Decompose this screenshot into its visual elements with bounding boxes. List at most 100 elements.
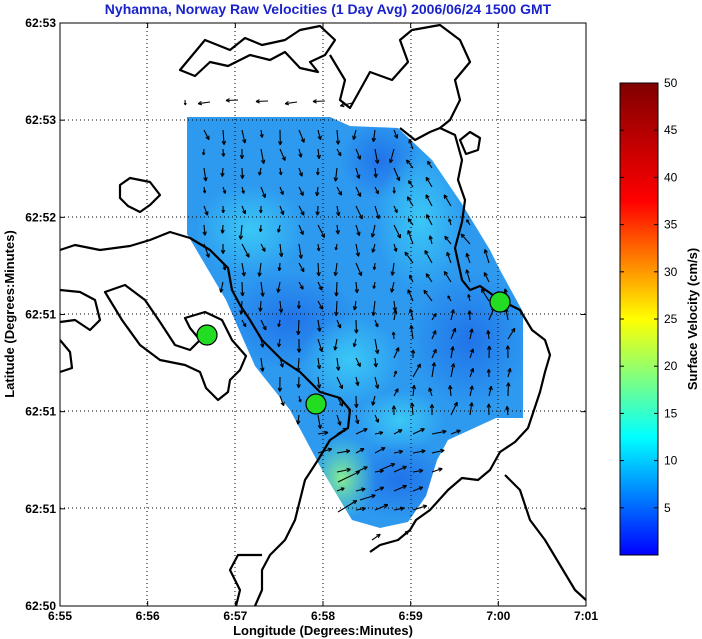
velocity-arrow	[279, 186, 284, 195]
velocity-arrow	[259, 205, 263, 214]
velocity-arrow	[412, 468, 424, 474]
velocity-arrow	[298, 129, 305, 143]
velocity-arrow	[431, 348, 437, 359]
velocity-arrow	[298, 395, 302, 403]
coastline	[60, 23, 586, 606]
velocity-arrow	[412, 449, 426, 454]
velocity-arrow	[393, 429, 403, 435]
velocity-arrow	[409, 274, 414, 283]
velocity-arrow	[336, 449, 351, 454]
velocity-arrow	[239, 300, 244, 315]
velocity-arrow	[465, 252, 471, 264]
velocity-arrow	[483, 249, 490, 264]
velocity-arrow	[355, 186, 362, 197]
plot-area	[60, 23, 586, 606]
x-tick-label: 6:59	[399, 609, 423, 623]
velocity-arrow	[425, 176, 433, 188]
velocity-arrow	[352, 338, 357, 348]
x-tick-label: 6:58	[311, 609, 335, 623]
velocity-arrow	[260, 243, 266, 252]
velocity-arrow	[355, 243, 361, 257]
y-tick-label: 62:53	[25, 113, 56, 127]
velocity-arrow	[466, 219, 471, 226]
colorbar-tick-label: 25	[664, 312, 678, 326]
velocity-arrows	[183, 98, 516, 541]
velocity-arrow	[277, 319, 281, 328]
velocity-arrow	[352, 300, 358, 311]
velocity-arrow	[276, 281, 281, 293]
velocity-arrow	[391, 405, 397, 416]
velocity-arrow	[488, 385, 493, 397]
velocity-arrow	[425, 273, 433, 283]
west-inlet-outline	[103, 283, 248, 402]
velocity-arrow	[260, 186, 267, 198]
velocity-arrow	[336, 487, 345, 492]
colorbar-ticks: 5 10 15 20 25 30 35 40 45 50	[620, 76, 678, 515]
velocity-arrow	[374, 186, 379, 195]
velocity-arrow	[374, 486, 385, 492]
velocity-arrow	[258, 224, 263, 232]
velocity-arrow	[393, 243, 398, 252]
station-markers	[196, 291, 511, 415]
velocity-arrow	[240, 281, 245, 297]
velocity-arrow	[450, 429, 461, 435]
velocity-arrow	[408, 180, 414, 188]
velocity-arrow	[315, 167, 320, 176]
velocity-arrow	[335, 357, 341, 371]
velocity-arrow	[425, 194, 433, 207]
velocity-arrow	[260, 148, 266, 164]
velocity-arrow	[317, 430, 329, 436]
colorbar-tick-label: 5	[664, 501, 671, 515]
velocity-arrow	[467, 294, 471, 302]
velocity-arrow	[469, 328, 474, 340]
velocity-arrow	[407, 230, 414, 245]
velocity-arrow	[336, 186, 343, 196]
velocity-arrow	[429, 404, 435, 416]
velocity-arrow	[393, 129, 399, 139]
velocity-arrow	[296, 414, 301, 425]
velocity-arrow	[443, 270, 452, 283]
x-tick-label: 7:00	[486, 609, 510, 623]
colorbar-tick-label: 45	[664, 123, 678, 137]
velocity-arrow	[334, 300, 339, 317]
velocity-arrow	[219, 281, 224, 293]
velocity-arrow-strong	[397, 530, 410, 541]
velocity-arrow	[423, 289, 433, 302]
velocity-arrow	[241, 205, 247, 215]
velocity-arrow	[460, 233, 471, 245]
velocity-arrow	[487, 345, 492, 359]
velocity-arrow	[372, 262, 377, 270]
south-shore-outline	[228, 553, 262, 606]
velocity-arrow	[444, 235, 452, 245]
velocity-arrow	[393, 205, 398, 213]
velocity-arrow	[220, 243, 226, 254]
velocity-arrow	[277, 338, 282, 348]
velocity-arrow-strong	[337, 471, 361, 483]
velocity-arrow	[336, 427, 347, 435]
velocity-arrow	[277, 376, 283, 392]
colorbar-tick-label: 20	[664, 359, 678, 373]
velocity-arrow	[506, 382, 511, 397]
x-tick-label: 6:55	[48, 609, 72, 623]
velocity-arrow	[298, 243, 303, 259]
velocity-arrow	[469, 367, 475, 378]
velocity-arrow	[279, 395, 285, 407]
velocity-arrow	[296, 300, 301, 309]
velocity-arrow	[298, 167, 303, 177]
velocity-arrow	[374, 205, 381, 220]
velocity-arrow	[221, 205, 226, 214]
velocity-arrow	[317, 224, 325, 238]
velocity-arrow	[431, 448, 445, 454]
velocity-arrow	[427, 160, 433, 169]
velocity-arrow	[316, 148, 322, 159]
y-tick-label: 62:51	[25, 308, 56, 322]
north-land-outline	[178, 24, 337, 78]
velocity-arrow	[393, 167, 401, 182]
velocity-arrow	[222, 262, 227, 271]
velocity-arrow	[317, 447, 333, 454]
velocity-arrow	[404, 251, 414, 264]
velocity-arrow	[411, 349, 416, 359]
velocity-arrow	[298, 262, 305, 273]
velocity-arrow	[221, 129, 227, 145]
